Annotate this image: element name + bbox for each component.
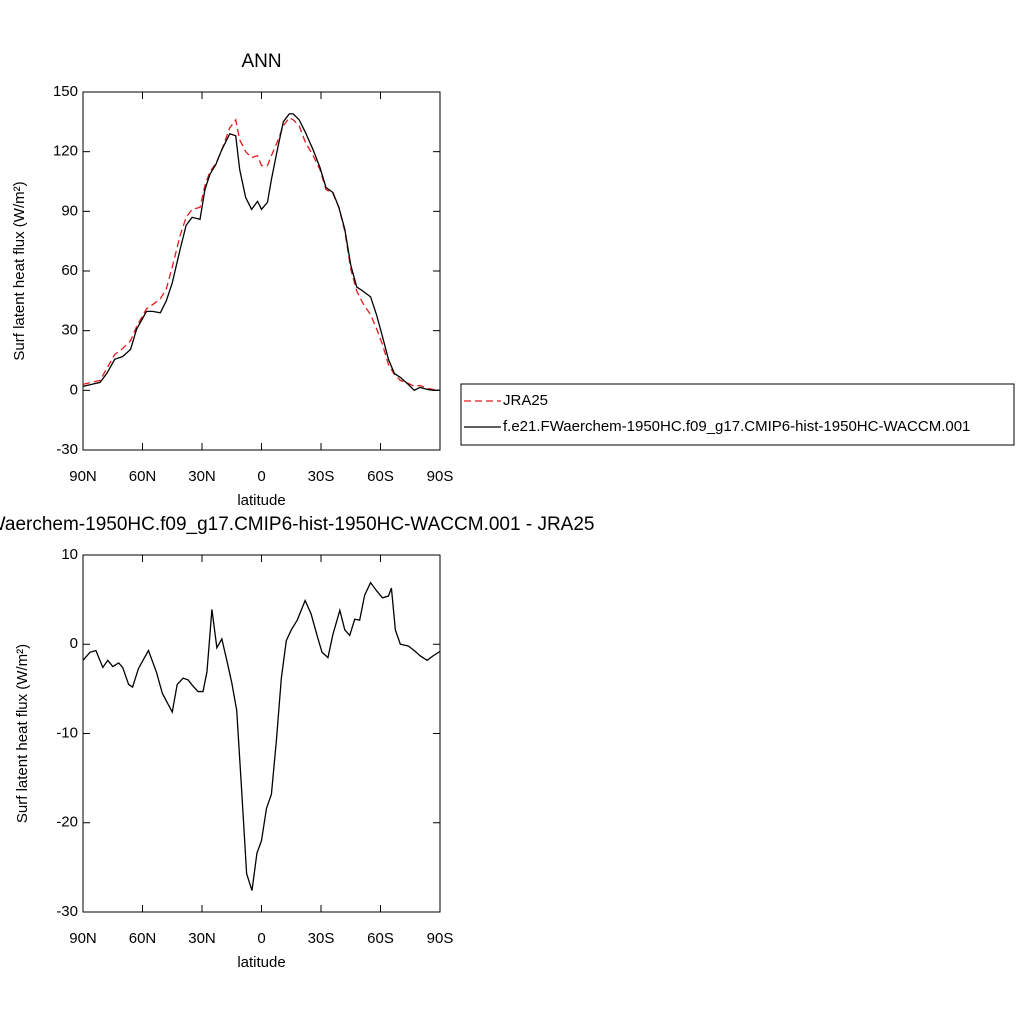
chart-title: ANN: [241, 51, 281, 72]
data-line: [82, 581, 441, 891]
x-tick-label: 90S: [427, 930, 454, 947]
x-tick-label: 90N: [69, 468, 97, 485]
x-axis-label: latitude: [237, 492, 285, 509]
x-tick-label: 60S: [367, 930, 394, 947]
data-line: [82, 117, 441, 391]
y-tick-label: -30: [56, 903, 78, 920]
x-tick-label: 30S: [308, 930, 335, 947]
legend-box: [460, 383, 1015, 446]
y-tick-label: 10: [61, 546, 78, 563]
x-tick-label: 0: [257, 468, 265, 485]
y-tick-label: -10: [56, 724, 78, 741]
y-tick-label: -20: [56, 814, 78, 831]
y-axis-label: Surf latent heat flux (W/m²): [11, 181, 28, 360]
x-tick-label: 60N: [129, 468, 157, 485]
y-tick-label: 0: [70, 381, 78, 398]
y-tick-label: 90: [61, 202, 78, 219]
x-tick-label: 90S: [427, 468, 454, 485]
x-tick-label: 90N: [69, 930, 97, 947]
legend-label: JRA25: [503, 392, 548, 409]
y-tick-label: 30: [61, 322, 78, 339]
x-tick-label: 0: [257, 930, 265, 947]
x-tick-label: 30S: [308, 468, 335, 485]
data-line: [82, 113, 440, 392]
y-tick-label: 120: [53, 143, 78, 160]
y-tick-label: -30: [56, 441, 78, 458]
y-axis-label: Surf latent heat flux (W/m²): [14, 644, 31, 823]
x-tick-label: 60S: [367, 468, 394, 485]
legend-label: f.e21.FWaerchem-1950HC.f09_g17.CMIP6-his…: [503, 418, 970, 435]
x-tick-label: 60N: [129, 930, 157, 947]
plot-frame: [82, 554, 441, 913]
x-axis-label: latitude: [237, 954, 285, 971]
y-tick-label: 60: [61, 262, 78, 279]
x-tick-label: 30N: [188, 930, 216, 947]
plot-frame: [82, 91, 441, 451]
chart-title: f.e21.FWaerchem-1950HC.f09_g17.CMIP6-his…: [0, 514, 594, 535]
y-tick-label: 0: [70, 635, 78, 652]
x-tick-label: 30N: [188, 468, 216, 485]
y-tick-label: 150: [53, 83, 78, 100]
